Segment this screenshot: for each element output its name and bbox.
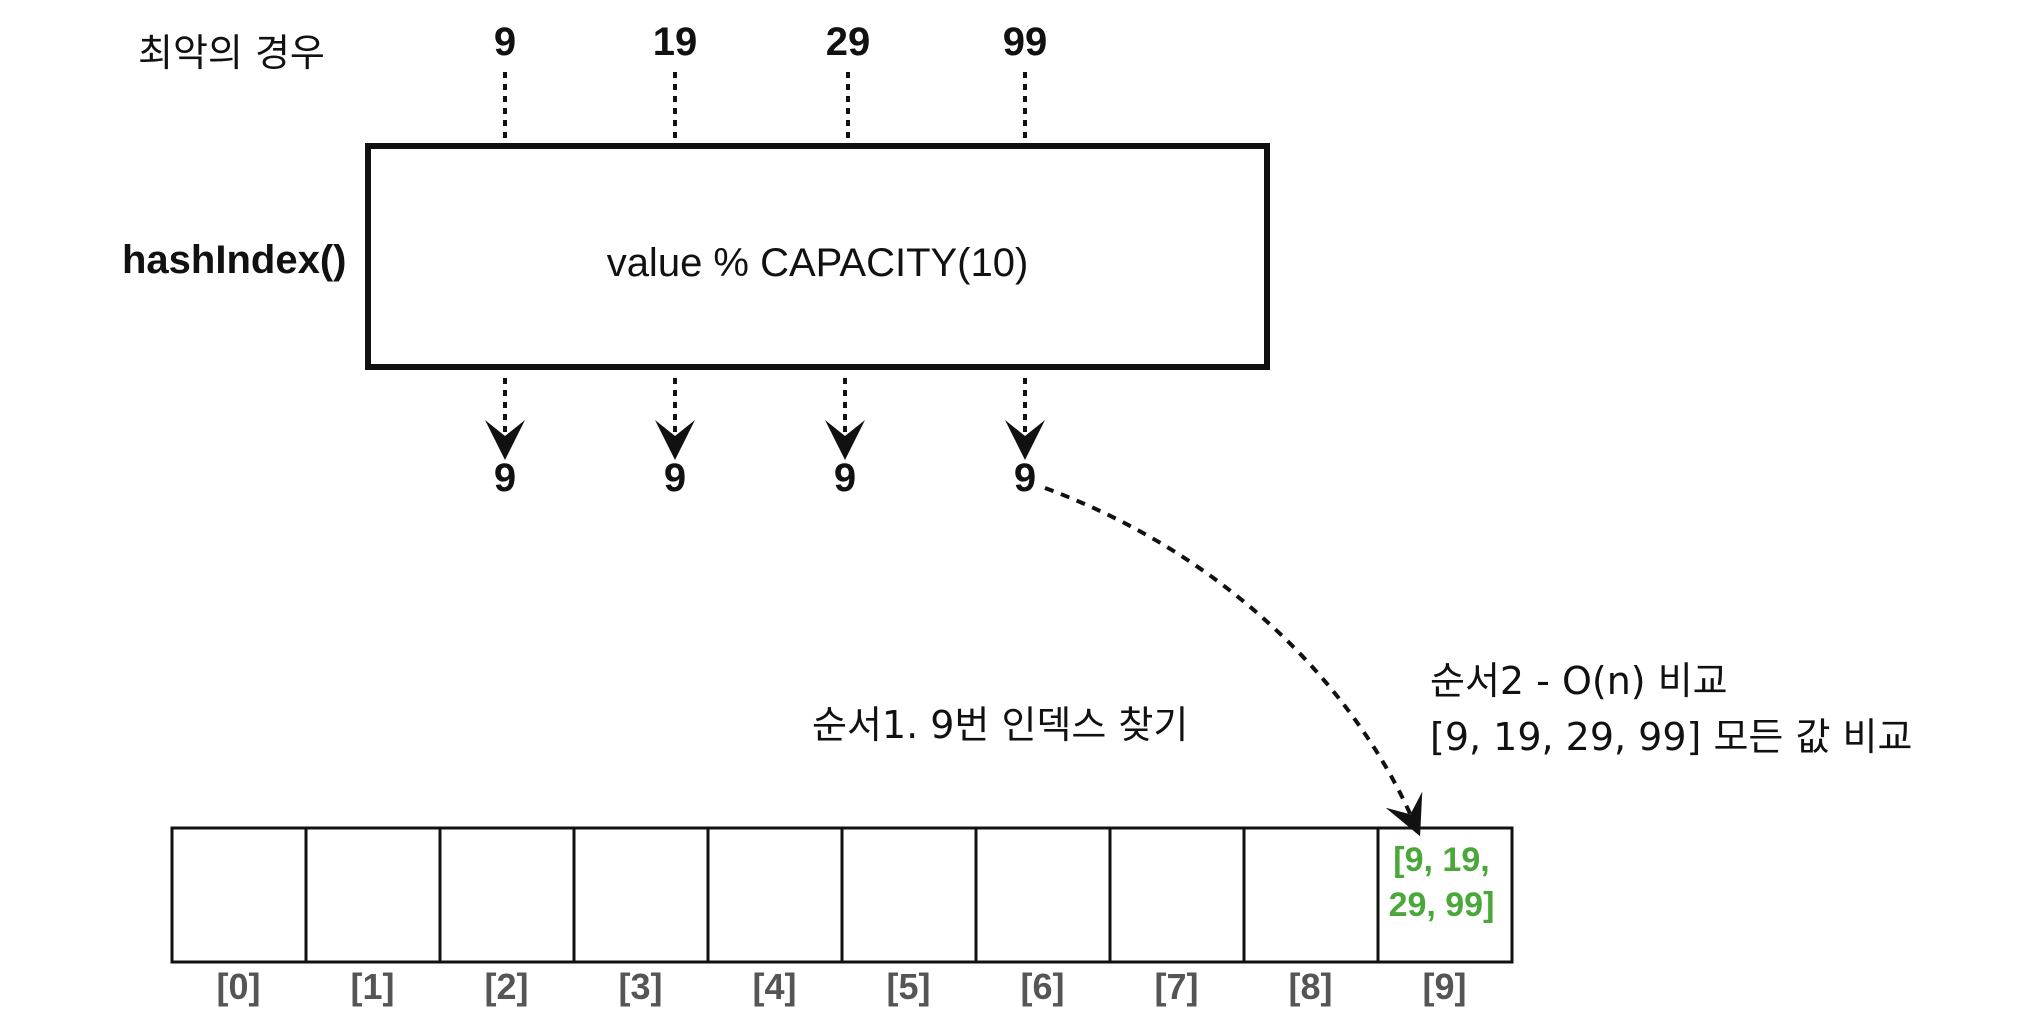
array-slot-7 <box>1108 826 1246 964</box>
input-value-3: 29 <box>825 20 871 64</box>
slot-9-values: [9, 19, 29, 99] <box>1375 838 1508 928</box>
step2-label-line2: [9, 19, 29, 99] 모든 값 비교 <box>1430 715 1913 759</box>
hash-function-name: hashIndex() <box>122 238 347 282</box>
array-slot-4 <box>706 826 844 964</box>
output-value-3: 9 <box>833 456 857 500</box>
step2-label-line1: 순서2 - O(n) 비교 <box>1430 659 1728 703</box>
array-slots <box>170 826 1514 964</box>
curved-arrow-to-slot-9 <box>1044 486 1423 837</box>
input-value-2: 19 <box>652 20 698 64</box>
index-label-0: [0] <box>216 966 261 1007</box>
output-value-1: 9 <box>493 456 517 500</box>
input-value-4: 99 <box>1002 20 1048 64</box>
array-slot-5 <box>840 826 978 964</box>
index-label-6: [6] <box>1020 966 1065 1007</box>
array-slot-8 <box>1242 826 1380 964</box>
array-slot-2 <box>438 826 576 964</box>
scenario-label: 최악의 경우 <box>138 31 325 75</box>
array-slot-6 <box>974 826 1112 964</box>
index-label-3: [3] <box>618 966 663 1007</box>
array-slot-3 <box>572 826 710 964</box>
array-slot-9 <box>1376 826 1514 964</box>
index-label-1: [1] <box>350 966 395 1007</box>
index-label-4: [4] <box>752 966 797 1007</box>
output-value-4: 9 <box>1013 456 1037 500</box>
array-slot-0 <box>170 826 308 964</box>
array-slot-1 <box>304 826 442 964</box>
hash-expression: value % CAPACITY(10) <box>606 241 1029 285</box>
index-label-2: [2] <box>484 966 529 1007</box>
slot-9-values-line2: 29, 99] <box>1388 886 1495 924</box>
index-label-5: [5] <box>886 966 931 1007</box>
index-label-9: [9] <box>1422 966 1467 1007</box>
hash-function-box: value % CAPACITY(10) <box>365 143 1270 370</box>
index-label-7: [7] <box>1154 966 1199 1007</box>
slot-9-values-line1: [9, 19, <box>1393 841 1490 879</box>
step1-label: 순서1. 9번 인덱스 찾기 <box>812 703 1189 747</box>
output-value-2: 9 <box>663 456 687 500</box>
index-label-8: [8] <box>1288 966 1333 1007</box>
input-value-1: 9 <box>493 20 517 64</box>
